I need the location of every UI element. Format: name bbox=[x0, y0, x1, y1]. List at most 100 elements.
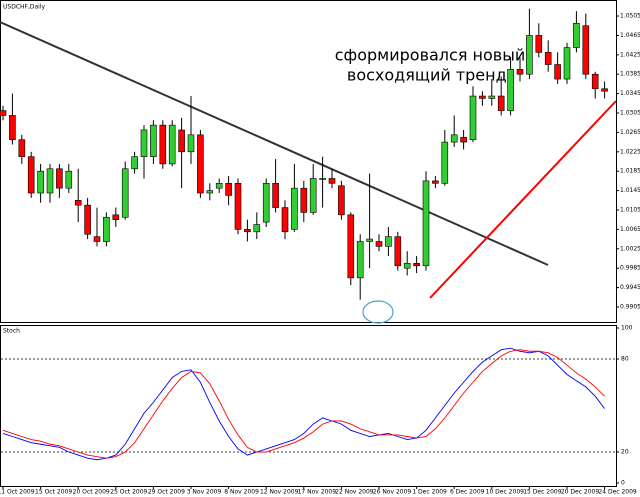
candle-body bbox=[121, 168, 129, 218]
candle-body bbox=[394, 236, 402, 267]
candle-body bbox=[244, 229, 251, 233]
x-tick-label: 12 Nov 2009 bbox=[260, 489, 299, 496]
candle-body bbox=[272, 183, 279, 208]
candle-body bbox=[385, 236, 392, 247]
candle-body bbox=[366, 238, 373, 242]
candle-body bbox=[450, 134, 458, 143]
x-tick-label: 3 Nov 2009 bbox=[187, 489, 222, 496]
y-tick-label: 1.0105 bbox=[620, 206, 640, 213]
y-tick-label: 1.0225 bbox=[620, 148, 640, 155]
candle-body bbox=[27, 156, 35, 194]
candle-body bbox=[338, 185, 345, 216]
candle-body bbox=[356, 241, 364, 279]
candle-body bbox=[281, 207, 289, 233]
candle-body bbox=[507, 69, 514, 111]
x-tick-label: 20 Dec 2009 bbox=[561, 489, 600, 496]
indicator-title: Stoch bbox=[3, 328, 20, 335]
candle-body bbox=[206, 190, 214, 194]
x-tick-label: 29 Oct 2009 bbox=[148, 489, 185, 496]
candle-body bbox=[178, 129, 185, 153]
candle-body bbox=[93, 236, 101, 242]
y-tick-label: 100 bbox=[621, 325, 633, 332]
candle-body bbox=[573, 23, 580, 48]
candle-body bbox=[328, 178, 336, 184]
x-tick-label: 15 Oct 2009 bbox=[35, 489, 72, 496]
candle-body bbox=[56, 168, 63, 189]
candle-body bbox=[544, 52, 552, 65]
y-tick-label: 1.0025 bbox=[620, 245, 640, 252]
candle-body bbox=[18, 139, 26, 157]
candle-body bbox=[441, 141, 449, 184]
candle-body bbox=[187, 134, 195, 153]
candle-body bbox=[347, 214, 355, 279]
candle-body bbox=[0, 110, 7, 116]
downtrend-line bbox=[0, 21, 549, 266]
candle-body bbox=[262, 183, 270, 223]
y-tick-label: 20 bbox=[621, 449, 629, 456]
candle-body bbox=[9, 115, 16, 140]
candle-body bbox=[497, 95, 505, 111]
candle-body bbox=[554, 64, 561, 80]
x-tick-label: 26 Nov 2009 bbox=[373, 489, 412, 496]
y-tick-label: 1.0145 bbox=[620, 187, 640, 194]
annotation: восходящий тренд! bbox=[347, 66, 513, 85]
x-tick-label: 10 Dec 2009 bbox=[486, 489, 525, 496]
x-tick-label: 25 Oct 2009 bbox=[110, 489, 147, 496]
candle-body bbox=[601, 88, 608, 92]
candle-body bbox=[150, 124, 157, 157]
y-tick-label: 1.0385 bbox=[620, 71, 640, 78]
candle-body bbox=[159, 124, 167, 165]
candle-body bbox=[535, 35, 543, 53]
candle-body bbox=[197, 134, 204, 194]
candle-body bbox=[46, 168, 54, 194]
y-tick-label: 0.9905 bbox=[620, 303, 640, 310]
stoch-line bbox=[2, 347, 605, 461]
candle-body bbox=[432, 180, 439, 184]
y-tick-label: 1.0185 bbox=[620, 168, 640, 175]
y-tick-label: 1.0505 bbox=[620, 13, 640, 20]
x-tick-label: 15 Dec 2009 bbox=[523, 489, 562, 496]
x-tick-label: 22 Nov 2009 bbox=[335, 489, 374, 496]
highlight-circle bbox=[362, 300, 394, 324]
price-pane bbox=[0, 0, 617, 323]
candle-body bbox=[140, 129, 148, 157]
x-tick-label: 6 Dec 2009 bbox=[450, 489, 485, 496]
candle-body bbox=[131, 156, 138, 170]
candle-body bbox=[319, 178, 326, 180]
candle-body bbox=[375, 241, 383, 247]
candle-body bbox=[215, 183, 223, 189]
candle-body bbox=[65, 170, 73, 189]
candle-body bbox=[488, 95, 496, 99]
candle-body bbox=[300, 187, 308, 213]
stoch-line bbox=[2, 349, 605, 459]
candle-body bbox=[309, 178, 317, 213]
candle-body bbox=[516, 69, 524, 75]
x-tick-label: 11 Oct 2009 bbox=[0, 489, 35, 496]
x-tick-label: 20 Oct 2009 bbox=[73, 489, 110, 496]
chart-title: USDCHF,Daily bbox=[3, 4, 46, 11]
y-tick-label: 1.0065 bbox=[620, 226, 640, 233]
candle-body bbox=[526, 35, 533, 75]
x-tick-label: 1 Dec 2009 bbox=[412, 489, 447, 496]
candle-body bbox=[403, 263, 411, 269]
candle-body bbox=[422, 180, 430, 267]
candle-body bbox=[479, 95, 486, 99]
candle-body bbox=[460, 136, 467, 143]
y-tick-label: 1.0305 bbox=[620, 110, 640, 117]
candle-body bbox=[591, 73, 599, 90]
candle-body bbox=[168, 124, 176, 165]
candle-body bbox=[469, 95, 477, 140]
candle-body bbox=[253, 224, 261, 233]
candle-body bbox=[84, 204, 91, 235]
y-tick-label: 0.9945 bbox=[620, 284, 640, 291]
y-tick-label: 80 bbox=[621, 356, 629, 363]
y-tick-label: 1.0345 bbox=[620, 90, 640, 97]
candle-body bbox=[582, 25, 590, 75]
candle-body bbox=[74, 199, 82, 206]
y-tick-label: 0.9985 bbox=[620, 265, 640, 272]
candle-body bbox=[225, 183, 232, 196]
stoch-pane bbox=[0, 325, 617, 487]
x-tick-label: 17 Nov 2009 bbox=[298, 489, 337, 496]
candle-body bbox=[291, 187, 298, 230]
